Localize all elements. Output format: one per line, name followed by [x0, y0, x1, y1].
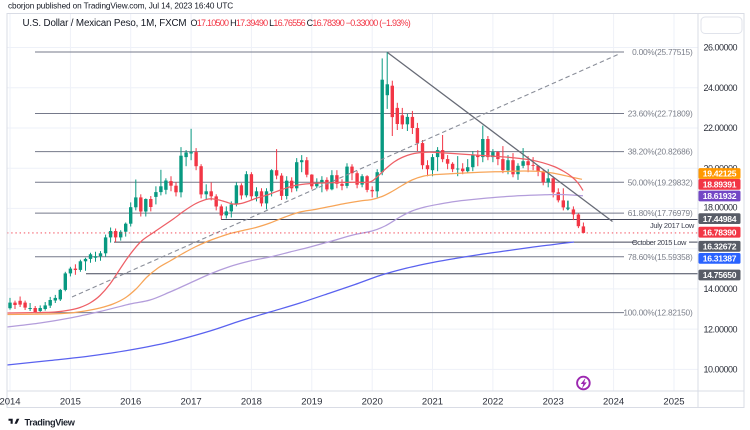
svg-text:19.42125: 19.42125 — [703, 169, 737, 179]
svg-text:61.80%(17.76979): 61.80%(17.76979) — [628, 208, 693, 218]
svg-text:38.20%(20.82686): 38.20%(20.82686) — [628, 147, 693, 157]
svg-text:16.78390: 16.78390 — [703, 227, 737, 237]
svg-text:2024: 2024 — [603, 397, 624, 408]
svg-text:14.75650: 14.75650 — [703, 270, 737, 280]
svg-text:O17.10500 H17.39490 L16.76556: O17.10500 H17.39490 L16.76556 C16.78390 … — [191, 18, 411, 28]
svg-text:100.00%(12.82150): 100.00%(12.82150) — [623, 308, 693, 318]
svg-text:10.00000: 10.00000 — [703, 365, 737, 375]
svg-text:17.44984: 17.44984 — [703, 214, 737, 224]
svg-text:12.00000: 12.00000 — [703, 324, 737, 334]
svg-text:18.89391: 18.89391 — [703, 180, 737, 190]
svg-text:24.00000: 24.00000 — [703, 83, 737, 93]
svg-text:U.S. Dollar / Mexican Peso, 1M: U.S. Dollar / Mexican Peso, 1M, FXCM — [23, 18, 187, 29]
svg-text:cborjon published on TradingVi: cborjon published on TradingView.com, Ju… — [8, 2, 233, 11]
svg-text:2016: 2016 — [120, 397, 141, 408]
svg-text:23.60%(22.71809): 23.60%(22.71809) — [628, 109, 693, 119]
svg-text:2023: 2023 — [543, 397, 564, 408]
svg-text:18.00000: 18.00000 — [703, 203, 737, 213]
svg-text:16.32672: 16.32672 — [703, 242, 737, 252]
svg-text:14.00000: 14.00000 — [703, 284, 737, 294]
svg-text:TradingView: TradingView — [25, 417, 76, 427]
svg-text:July 2017 Low: July 2017 Low — [650, 221, 695, 230]
svg-text:October 2015 Low: October 2015 Low — [632, 238, 687, 247]
svg-text:2017: 2017 — [181, 397, 202, 408]
svg-text:2015: 2015 — [60, 397, 81, 408]
svg-text:2021: 2021 — [422, 397, 443, 408]
svg-text:18.61932: 18.61932 — [703, 191, 737, 201]
svg-text:2014: 2014 — [0, 397, 21, 408]
svg-text:2022: 2022 — [482, 397, 503, 408]
svg-text:50.00%(19.29832): 50.00%(19.29832) — [628, 177, 693, 187]
svg-text:16.31387: 16.31387 — [703, 254, 737, 264]
svg-text:0.00%(25.77515): 0.00%(25.77515) — [632, 47, 693, 57]
svg-text:2019: 2019 — [301, 397, 322, 408]
svg-text:2018: 2018 — [241, 397, 262, 408]
svg-text:22.00000: 22.00000 — [703, 123, 737, 133]
svg-text:78.60%(15.59358): 78.60%(15.59358) — [628, 252, 693, 262]
svg-text:2020: 2020 — [362, 397, 383, 408]
svg-text:2025: 2025 — [663, 397, 684, 408]
svg-text:26.00000: 26.00000 — [703, 43, 737, 53]
